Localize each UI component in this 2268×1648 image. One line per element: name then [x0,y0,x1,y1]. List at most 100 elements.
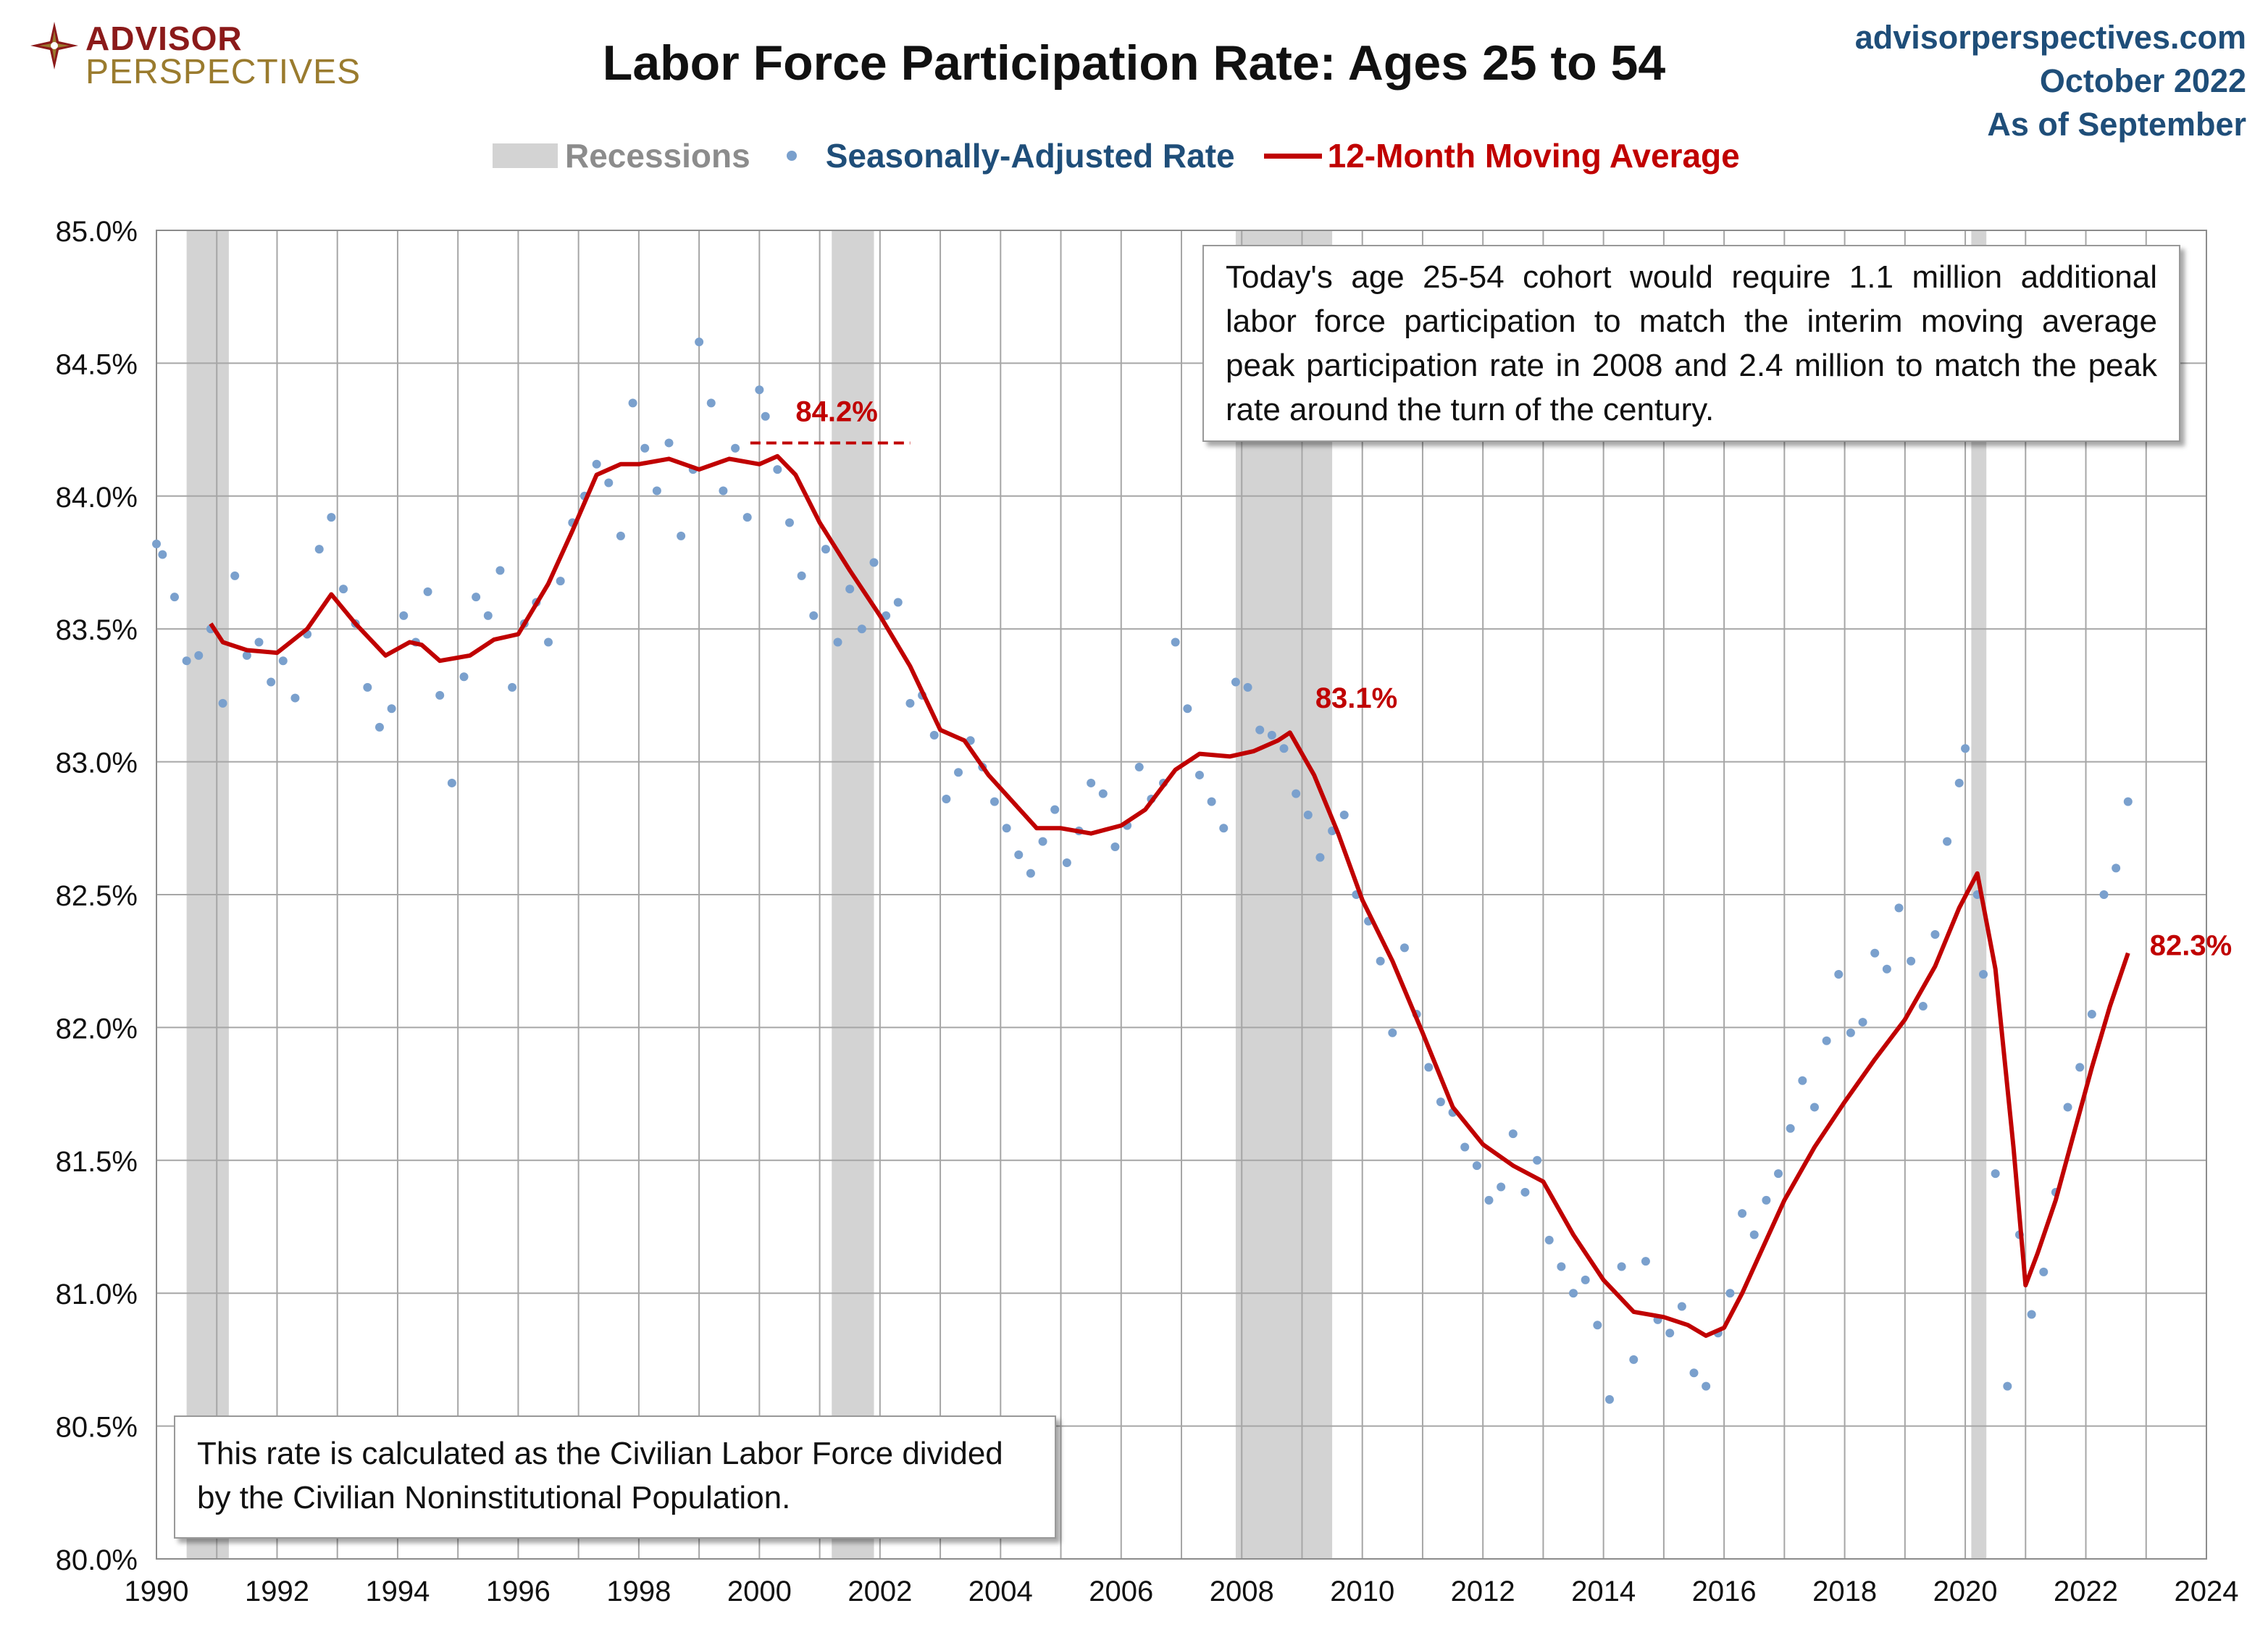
data-point [2027,1310,2036,1319]
data-point [1798,1076,1807,1085]
data-point [1725,1289,1735,1298]
y-tick-label: 81.5% [56,1146,138,1178]
legend-recessions: Recessions [493,136,750,175]
data-point [1472,1161,1481,1171]
data-point [869,558,879,567]
data-point [1786,1124,1795,1133]
data-point [1497,1182,1506,1192]
x-tick-label: 2000 [727,1576,792,1607]
x-tick-label: 2014 [1571,1576,1636,1607]
compass-star-icon [30,22,78,70]
data-point [556,577,565,586]
data-point [664,438,674,448]
data-point [731,443,740,453]
data-point [254,637,264,647]
chart-title: Labor Force Participation Rate: Ages 25 … [602,35,1666,91]
data-point [2087,1010,2096,1019]
data-point [1207,797,1216,806]
data-point [1267,730,1276,740]
annotation-label: 83.1% [1315,682,1397,714]
data-point [483,611,493,620]
data-point [1979,970,1988,979]
x-tick-label: 2004 [968,1576,1033,1607]
data-point [604,478,614,488]
data-point [399,611,409,620]
data-point [230,571,240,580]
data-point [773,465,782,474]
data-point [423,587,432,596]
data-point [1617,1262,1626,1271]
data-point [833,637,842,647]
annotation-label: 82.3% [2150,929,2232,961]
data-point [290,693,300,703]
data-point [677,531,686,540]
data-point [1171,637,1180,647]
seasonally-adjusted-points [152,338,2133,1404]
data-point [374,722,384,732]
data-point [1388,1028,1397,1037]
data-point [989,797,999,806]
y-axis-tick-labels: 80.0% 80.5% 81.0% 81.5% 82.0% 82.5% 83.0% 83.5%… [56,216,138,1576]
y-tick-label: 82.5% [56,880,138,912]
y-tick-label: 84.0% [56,482,138,514]
legend-recessions-label: Recessions [565,137,750,175]
data-point [1339,810,1349,819]
data-point [435,690,445,700]
data-point [1484,1195,1494,1205]
source-date: October 2022 [2039,62,2246,99]
x-tick-label: 1998 [606,1576,671,1607]
data-point [1194,770,1204,779]
data-point [1954,778,1964,787]
data-point [882,611,891,620]
data-point [1533,1155,1542,1165]
data-point [2003,1381,2012,1391]
data-point [152,539,161,548]
data-point [1243,682,1252,692]
x-tick-label: 1990 [125,1576,189,1607]
data-point [2123,797,2133,806]
data-point [1014,850,1024,859]
data-point [1907,956,1916,966]
y-tick-label: 82.0% [56,1013,138,1045]
legend-moving-average-label: 12-Month Moving Average [1327,137,1740,175]
data-point [1038,837,1047,846]
data-point [1882,964,1891,974]
data-point [1219,824,1229,833]
data-point [242,651,251,660]
data-point [2112,863,2121,873]
data-point [472,593,481,602]
data-point [447,778,456,787]
data-point [1315,853,1325,862]
data-point [194,651,204,660]
logo-word-advisor: ADVISOR [85,20,243,57]
data-point [495,566,505,575]
moving-average-line [209,453,2130,1338]
data-point [821,545,830,554]
data-point [2063,1103,2072,1112]
data-point [857,624,866,634]
source-as-of: As of September [1987,106,2246,143]
x-tick-label: 2008 [1210,1576,1274,1607]
x-tick-label: 2020 [1933,1576,1998,1607]
data-point [314,545,324,554]
grid-lines [156,230,2206,1559]
data-point [1303,810,1313,819]
note-bottom-left: This rate is calculated as the Civilian … [174,1415,1056,1539]
data-point [1002,824,1011,833]
data-point [459,672,469,682]
annotation-label: 84.2% [795,396,877,427]
data-point [719,486,728,495]
data-point [1846,1028,1855,1037]
y-tick-label: 80.5% [56,1412,138,1444]
legend-moving-average: 12-Month Moving Average [1263,136,1740,175]
data-point [1749,1230,1759,1239]
x-tick-label: 2012 [1451,1576,1515,1607]
data-point [1665,1329,1675,1338]
data-point [640,443,650,453]
data-point [893,598,903,607]
y-tick-label: 84.5% [56,348,138,380]
line-swatch [1263,153,1322,159]
data-point [170,593,179,602]
data-point [327,513,336,522]
